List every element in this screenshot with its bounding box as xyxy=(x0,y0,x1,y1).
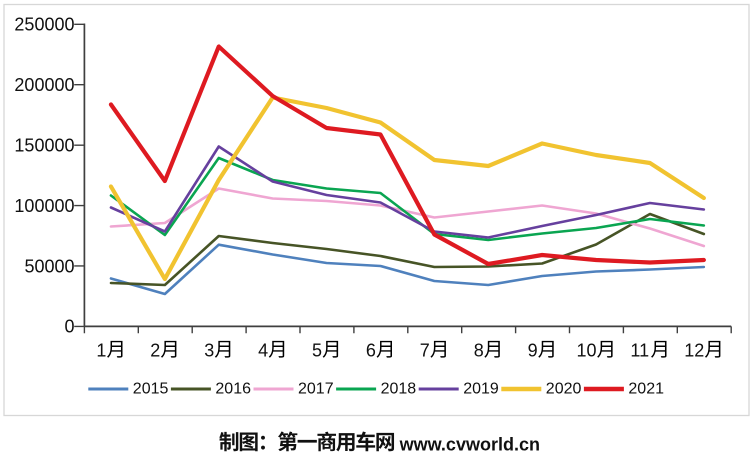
svg-text:10: 10 xyxy=(577,341,597,361)
svg-text:7: 7 xyxy=(420,341,430,361)
svg-text:100000: 100000 xyxy=(14,196,74,216)
svg-text:5: 5 xyxy=(312,341,322,361)
svg-text:4: 4 xyxy=(258,341,268,361)
svg-text:8: 8 xyxy=(474,341,484,361)
svg-text:2018: 2018 xyxy=(381,381,417,398)
svg-text:11: 11 xyxy=(630,341,649,361)
svg-text:6: 6 xyxy=(366,341,376,361)
svg-text:2015: 2015 xyxy=(133,381,169,398)
svg-text:3: 3 xyxy=(204,341,214,361)
svg-text:2017: 2017 xyxy=(298,381,334,398)
svg-text:12: 12 xyxy=(684,341,704,361)
svg-text:200000: 200000 xyxy=(14,75,74,95)
svg-text:9: 9 xyxy=(528,341,538,361)
svg-text:0: 0 xyxy=(64,317,74,337)
svg-text:www.cvworld.cn: www.cvworld.cn xyxy=(399,434,540,454)
svg-text:2020: 2020 xyxy=(546,381,582,398)
svg-text:2016: 2016 xyxy=(215,381,251,398)
svg-text:2019: 2019 xyxy=(463,381,499,398)
svg-text:1: 1 xyxy=(96,341,106,361)
svg-text:150000: 150000 xyxy=(14,135,74,155)
svg-text:2: 2 xyxy=(150,341,160,361)
svg-text:2021: 2021 xyxy=(628,381,664,398)
svg-text:250000: 250000 xyxy=(14,15,74,35)
svg-text:50000: 50000 xyxy=(24,256,74,276)
